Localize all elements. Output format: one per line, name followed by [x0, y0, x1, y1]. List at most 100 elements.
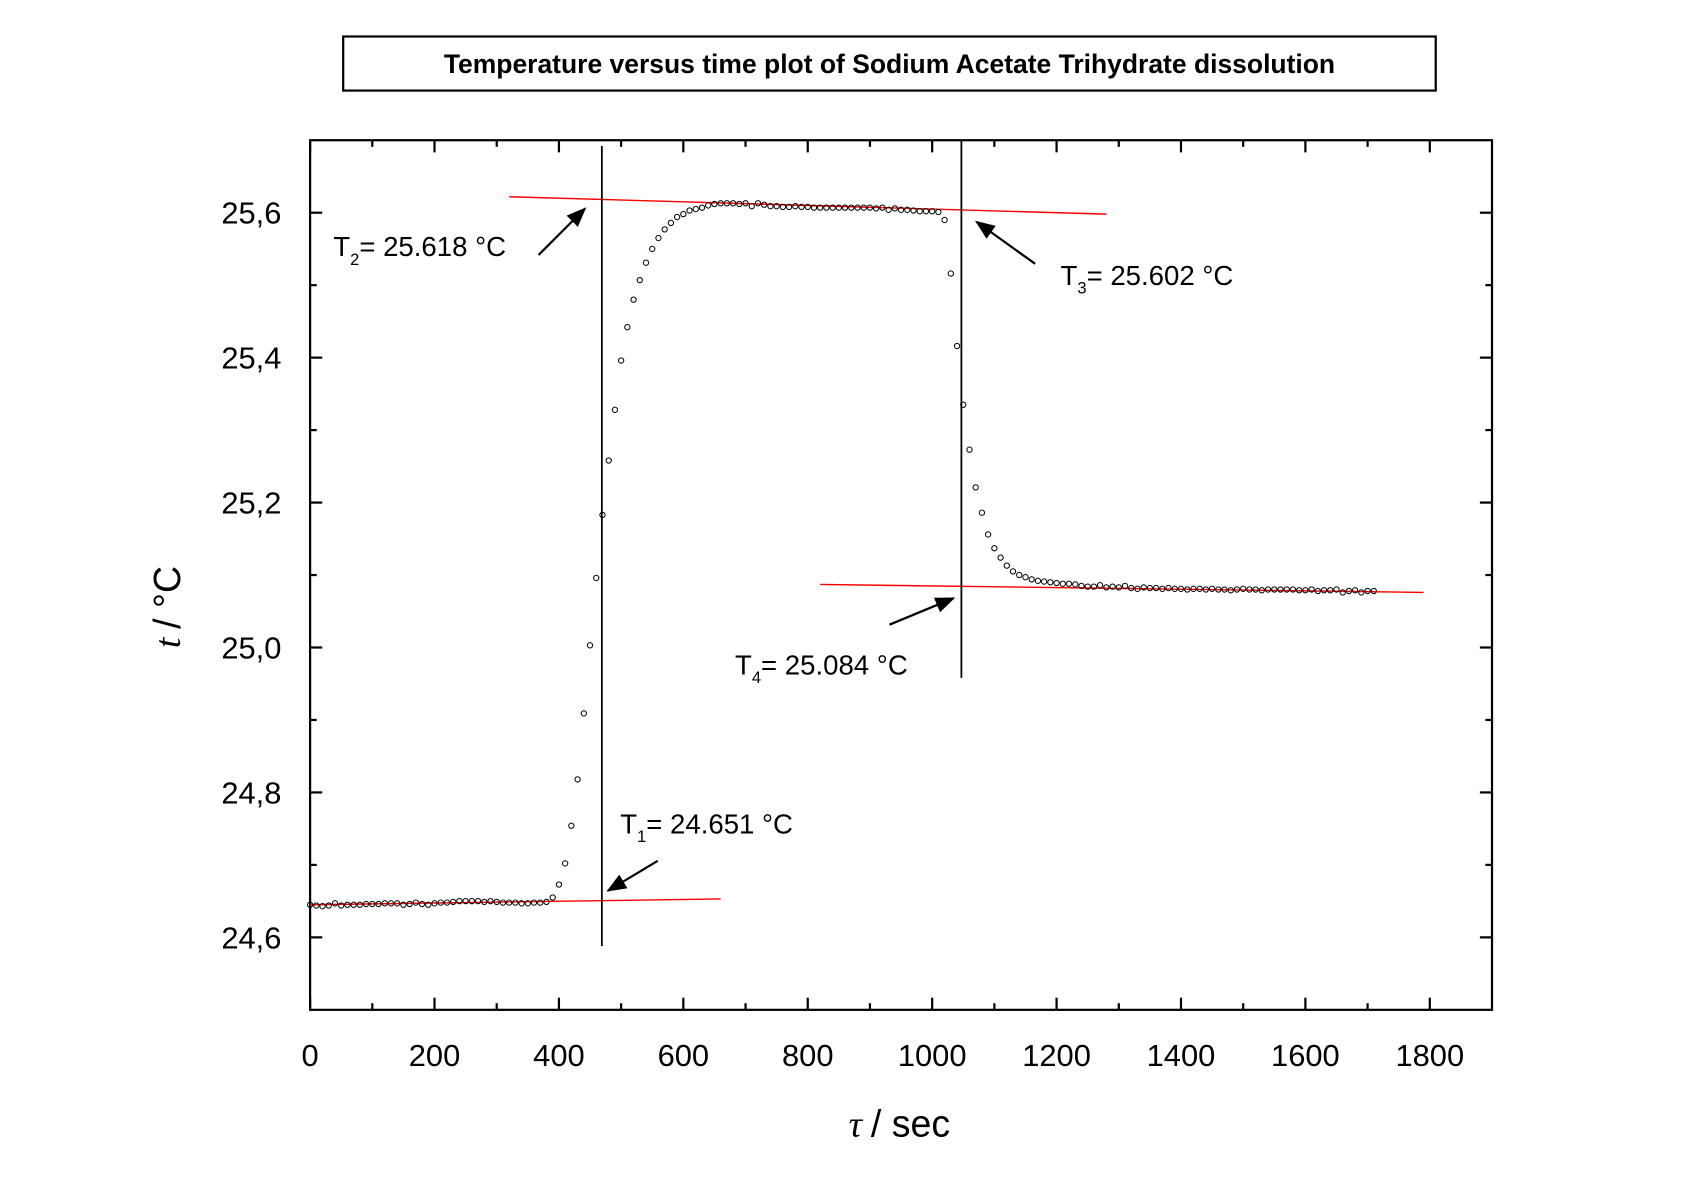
data-point	[1003, 562, 1010, 569]
data-point	[692, 205, 699, 213]
data-point	[406, 900, 413, 908]
data-point	[1296, 587, 1303, 594]
data-point	[655, 234, 662, 242]
data-point	[319, 903, 326, 910]
data-point	[761, 201, 768, 208]
data-point	[443, 899, 451, 906]
data-point	[1370, 587, 1377, 595]
data-point	[978, 509, 986, 516]
annotation-text: = 25.618 °C	[359, 231, 506, 262]
annotation-text: = 25.084 °C	[761, 649, 908, 680]
data-point	[941, 216, 948, 224]
data-point	[916, 208, 923, 215]
data-point	[1283, 586, 1290, 593]
data-point	[599, 511, 606, 519]
data-point	[437, 899, 444, 906]
data-point	[729, 200, 737, 207]
annotations: T1= 24.651 °C T2= 25.618 °C T3= 25.602 °…	[333, 207, 1234, 892]
arrow	[606, 859, 659, 892]
data-point	[456, 897, 463, 905]
x-tick-label: 0	[302, 1038, 319, 1073]
annotation-subscript: 2	[350, 250, 359, 269]
data-point	[561, 860, 569, 867]
data-point	[1221, 586, 1228, 593]
data-point	[717, 200, 724, 207]
data-point	[879, 204, 886, 211]
data-point	[412, 899, 419, 906]
data-point	[897, 206, 905, 213]
data-point	[873, 205, 880, 212]
data-point	[1140, 584, 1147, 591]
data-point	[543, 898, 550, 906]
data-point	[369, 900, 376, 908]
title-box	[342, 35, 1437, 92]
x-tick-label: 1600	[1271, 1038, 1340, 1073]
x-tick-label: 600	[658, 1038, 710, 1073]
data-point	[904, 206, 911, 213]
data-point	[617, 357, 625, 364]
data-point	[1121, 582, 1129, 590]
data-point	[1072, 581, 1079, 588]
data-point	[953, 342, 961, 350]
data-point	[568, 822, 575, 829]
data-point	[810, 204, 818, 211]
data-point	[630, 296, 637, 303]
reference-line	[820, 583, 1424, 594]
data-point	[418, 900, 426, 908]
y-tick-label: 25,4	[221, 341, 281, 376]
data-point	[649, 245, 656, 253]
annotation: T4= 25.084 °C	[735, 649, 908, 687]
data-point	[574, 776, 581, 783]
data-point	[1103, 584, 1110, 591]
data-point	[866, 204, 874, 211]
data-point	[331, 900, 339, 907]
data-point	[1190, 585, 1197, 592]
data-point	[474, 897, 482, 905]
x-tick-label: 400	[533, 1038, 585, 1073]
data-point	[817, 204, 824, 211]
data-point	[1227, 587, 1234, 594]
data-point	[754, 200, 762, 207]
data-point	[1171, 585, 1178, 592]
data-point	[524, 900, 531, 907]
data-point	[854, 204, 861, 211]
x-axis-unit: / sec	[871, 1103, 950, 1145]
data-point	[785, 203, 793, 211]
data-point	[1159, 585, 1166, 592]
y-tick-label: 24,6	[221, 920, 281, 955]
data-point	[1115, 584, 1122, 591]
x-tick-label: 1400	[1147, 1038, 1216, 1073]
data-point	[1352, 587, 1359, 594]
data-point	[350, 901, 357, 908]
data-point	[1233, 586, 1241, 593]
y-axis-unit: / °C	[146, 566, 188, 629]
data-point	[344, 901, 351, 908]
annotation: T3= 25.602 °C	[1061, 260, 1234, 298]
data-point	[767, 203, 774, 210]
data-point	[481, 898, 488, 906]
data-point	[1146, 584, 1154, 592]
data-point	[698, 204, 706, 211]
x-tick-label: 1200	[1022, 1038, 1091, 1073]
annotation-text: = 25.602 °C	[1087, 260, 1234, 291]
data-point	[425, 901, 432, 908]
data-point	[929, 208, 936, 215]
data-point	[779, 203, 787, 211]
data-point	[835, 204, 842, 211]
data-point	[711, 200, 718, 208]
data-point	[1314, 587, 1321, 595]
data-point	[387, 900, 395, 907]
data-point	[667, 219, 675, 226]
data-point	[1277, 586, 1284, 593]
annotation-symbol: T	[333, 231, 350, 262]
x-tick-label: 800	[782, 1038, 834, 1073]
data-point	[431, 900, 438, 907]
data-point	[1040, 578, 1048, 585]
data-point	[1196, 585, 1203, 592]
data-point	[493, 898, 500, 906]
y-tick-label: 25,2	[221, 486, 281, 521]
data-point	[605, 457, 612, 464]
data-point	[593, 574, 600, 582]
data-point	[804, 203, 811, 211]
